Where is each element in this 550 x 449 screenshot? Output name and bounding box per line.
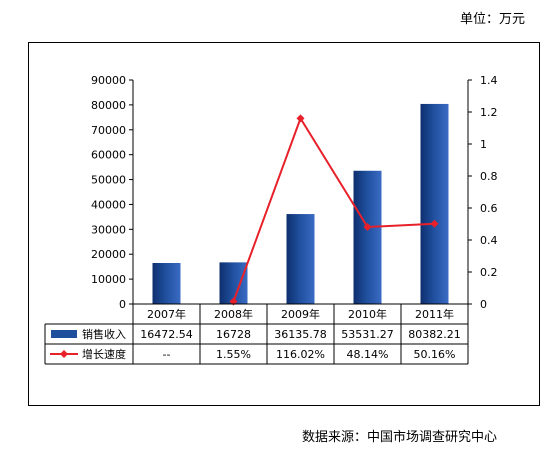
sales-value: 16472.54 <box>140 328 193 341</box>
right-tick-label: 1.4 <box>480 74 498 87</box>
growth-value: -- <box>163 348 171 361</box>
sales-value: 36135.78 <box>274 328 327 341</box>
chart-frame <box>28 42 540 406</box>
legend-bar-swatch <box>51 330 77 338</box>
right-tick-label: 1 <box>480 138 487 151</box>
sales-bar <box>420 103 449 304</box>
legend-line-label: 增长速度 <box>82 347 126 361</box>
right-tick-label: 1.2 <box>480 106 498 119</box>
sales-value: 53531.27 <box>341 328 394 341</box>
left-tick-label: 20000 <box>91 248 126 261</box>
left-tick-label: 30000 <box>91 223 126 236</box>
growth-point <box>363 222 372 231</box>
right-tick-label: 0.2 <box>480 266 498 279</box>
sales-bar <box>353 170 382 304</box>
category-label: 2007年 <box>147 307 186 321</box>
left-tick-label: 0 <box>119 298 126 311</box>
category-label: 2008年 <box>214 307 253 321</box>
growth-point <box>296 114 305 123</box>
category-label: 2011年 <box>415 307 454 321</box>
source-label: 数据来源：中国市场调查研究中心 <box>302 430 498 445</box>
left-tick-label: 60000 <box>91 149 126 162</box>
category-label: 2009年 <box>281 307 320 321</box>
legend-bar-label: 销售收入 <box>82 327 126 341</box>
growth-value: 116.02% <box>276 348 325 361</box>
growth-value: 48.14% <box>347 348 389 361</box>
unit-label: 单位：万元 <box>460 12 526 27</box>
left-tick-label: 70000 <box>91 124 126 137</box>
growth-line <box>232 116 435 302</box>
legend-line-marker <box>60 350 68 358</box>
left-tick-label: 80000 <box>91 99 126 112</box>
left-tick-label: 90000 <box>91 74 126 87</box>
left-tick-label: 10000 <box>91 273 126 286</box>
growth-value: 1.55% <box>216 348 251 361</box>
right-tick-label: 0.6 <box>480 202 498 215</box>
growth-point <box>430 219 439 228</box>
right-tick-label: 0.8 <box>480 170 498 183</box>
sales-value: 16728 <box>216 328 251 341</box>
sales-bar <box>286 214 315 304</box>
left-tick-label: 40000 <box>91 198 126 211</box>
left-tick-label: 50000 <box>91 174 126 187</box>
category-label: 2010年 <box>348 307 387 321</box>
sales-value: 80382.21 <box>408 328 461 341</box>
right-tick-label: 0 <box>480 298 487 311</box>
right-tick-label: 0.4 <box>480 234 498 247</box>
growth-value: 50.16% <box>414 348 456 361</box>
sales-bar <box>152 263 181 304</box>
sales-bar <box>219 262 248 304</box>
